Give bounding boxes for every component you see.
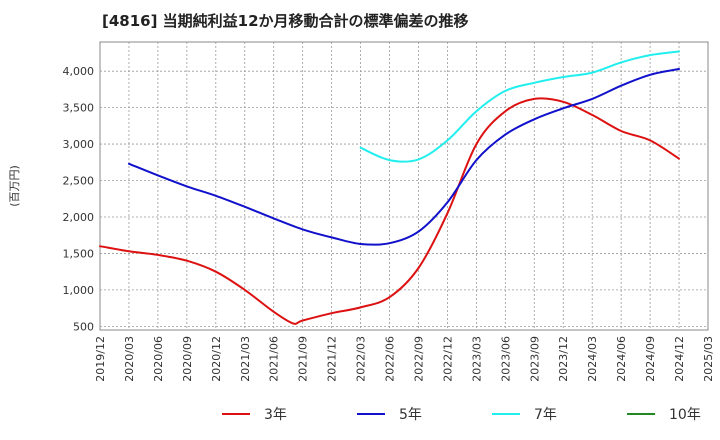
- y-tick-label: 4,000: [63, 65, 95, 78]
- x-tick-label: 2020/06: [152, 336, 165, 382]
- grid: [99, 41, 709, 331]
- x-tick-label: 2021/03: [239, 336, 252, 382]
- y-tick-label: 2,500: [63, 175, 95, 188]
- x-tick-label: 2024/03: [586, 336, 599, 382]
- axes: 2019/12 2020/03 2020/06 2020/09 2020/12 2021/…: [8, 65, 715, 382]
- y-tick-label: 2,000: [63, 211, 95, 224]
- x-tick-label: 2021/06: [268, 336, 281, 382]
- x-tick-label: 2021/12: [326, 336, 339, 382]
- x-tick-label: 2021/09: [297, 336, 310, 382]
- x-tick-label: 2020/09: [181, 336, 194, 382]
- x-tick-label: 2020/03: [123, 336, 136, 382]
- y-tick-label: 1,500: [63, 247, 95, 260]
- chart-title: [4816] 当期純利益12か月移動合計の標準偏差の推移: [102, 12, 469, 30]
- x-tick-label: 2020/12: [210, 336, 223, 382]
- x-tick-label: 2024/12: [673, 336, 686, 382]
- x-tick-label: 2023/06: [499, 336, 512, 382]
- legend-label: 3年: [264, 407, 287, 423]
- y-tick-label: 1,000: [63, 284, 95, 297]
- x-tick-label: 2022/12: [441, 336, 454, 382]
- legend: 3年 5年 7年 10年: [222, 407, 701, 423]
- series-line-5年: [128, 68, 680, 246]
- series-line-7年: [359, 50, 680, 163]
- x-tick-label: 2022/03: [355, 336, 368, 382]
- x-tick-label: 2022/06: [384, 336, 397, 382]
- x-tick-label: 2019/12: [94, 336, 107, 382]
- legend-label: 5年: [399, 407, 422, 423]
- plot-area: [99, 41, 709, 331]
- x-tick-label: 2023/09: [528, 336, 541, 382]
- x-tick-label: 2023/12: [557, 336, 570, 382]
- legend-label: 7年: [534, 407, 557, 423]
- x-tick-label: 2022/09: [412, 336, 425, 382]
- y-axis-label: (百万円): [8, 165, 21, 207]
- x-tick-label: 2023/03: [470, 336, 483, 382]
- x-tick-label: 2024/06: [615, 336, 628, 382]
- y-tick-label: 3,000: [63, 138, 95, 151]
- series-line-3年: [99, 97, 680, 325]
- y-tick-label: 3,500: [63, 102, 95, 115]
- y-tick-label: 500: [73, 320, 94, 333]
- x-tick-label: 2024/09: [644, 336, 657, 382]
- legend-label: 10年: [669, 407, 701, 423]
- series-lines: [99, 50, 680, 325]
- x-tick-label: 2025/03: [702, 336, 715, 382]
